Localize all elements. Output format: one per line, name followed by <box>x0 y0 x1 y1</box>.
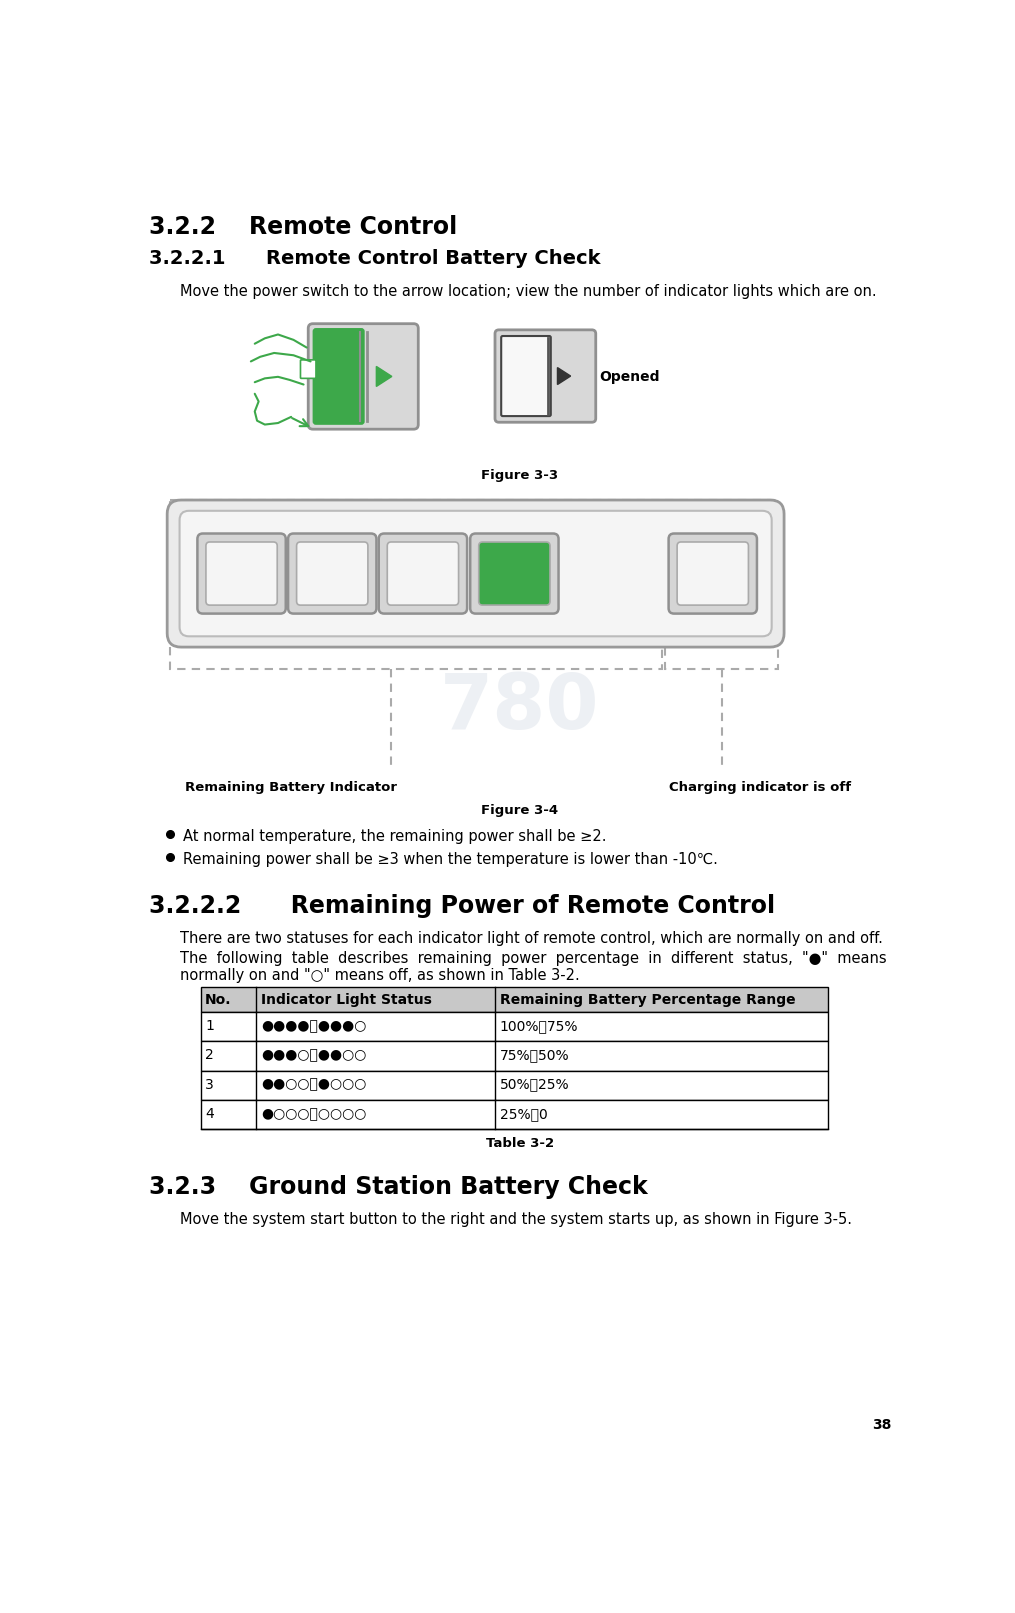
Bar <box>201 1071 828 1100</box>
Text: Figure 3-3: Figure 3-3 <box>481 469 558 482</box>
FancyBboxPatch shape <box>677 542 748 605</box>
Bar <box>201 1100 828 1129</box>
Text: Table 3-2: Table 3-2 <box>486 1137 554 1150</box>
Text: 3.2.3    Ground Station Battery Check: 3.2.3 Ground Station Battery Check <box>148 1176 648 1200</box>
Text: Opened: Opened <box>600 369 660 384</box>
Text: Figure 3-4: Figure 3-4 <box>481 805 558 818</box>
Polygon shape <box>557 368 570 384</box>
Bar <box>201 1042 828 1071</box>
Text: 1: 1 <box>205 1019 214 1032</box>
Text: 780: 780 <box>441 671 600 745</box>
Text: ●○○○～○○○○: ●○○○～○○○○ <box>261 1107 366 1121</box>
FancyBboxPatch shape <box>314 329 363 424</box>
Text: Remaining power shall be ≥3 when the temperature is lower than -10℃.: Remaining power shall be ≥3 when the tem… <box>184 852 719 866</box>
Text: Charging indicator is off: Charging indicator is off <box>669 781 852 794</box>
FancyBboxPatch shape <box>309 324 418 429</box>
FancyBboxPatch shape <box>470 534 558 613</box>
Text: Remaining Battery Percentage Range: Remaining Battery Percentage Range <box>499 994 796 1007</box>
Text: 75%～50%: 75%～50% <box>499 1048 569 1063</box>
Bar <box>170 500 662 669</box>
Text: 3: 3 <box>205 1077 214 1092</box>
FancyBboxPatch shape <box>167 500 784 647</box>
FancyBboxPatch shape <box>288 534 377 613</box>
FancyBboxPatch shape <box>388 542 459 605</box>
FancyBboxPatch shape <box>206 542 277 605</box>
Text: There are two statuses for each indicator light of remote control, which are nor: There are two statuses for each indicato… <box>180 931 882 947</box>
Text: 2: 2 <box>205 1048 214 1063</box>
FancyBboxPatch shape <box>669 534 757 613</box>
Text: ●●○○～●○○○: ●●○○～●○○○ <box>261 1077 366 1092</box>
FancyBboxPatch shape <box>495 329 596 423</box>
FancyArrowPatch shape <box>292 418 309 426</box>
Text: ●●●○～●●○○: ●●●○～●●○○ <box>261 1048 366 1063</box>
Bar <box>201 1011 828 1042</box>
FancyBboxPatch shape <box>296 542 367 605</box>
FancyBboxPatch shape <box>379 534 467 613</box>
Polygon shape <box>377 366 392 387</box>
FancyBboxPatch shape <box>479 542 550 605</box>
Text: Move the system start button to the right and the system starts up, as shown in : Move the system start button to the righ… <box>180 1213 852 1227</box>
Text: Move the power switch to the arrow location; view the number of indicator lights: Move the power switch to the arrow locat… <box>180 284 876 300</box>
Text: normally on and "○" means off, as shown in Table 3-2.: normally on and "○" means off, as shown … <box>180 968 580 984</box>
Text: The  following  table  describes  remaining  power  percentage  in  different  s: The following table describes remaining … <box>180 952 886 966</box>
Text: 25%～0: 25%～0 <box>499 1107 547 1121</box>
Bar <box>666 500 777 669</box>
Text: ●●●●～●●●○: ●●●●～●●●○ <box>261 1019 366 1032</box>
Text: At normal temperature, the remaining power shall be ≥2.: At normal temperature, the remaining pow… <box>184 829 607 844</box>
Bar <box>201 987 828 1011</box>
Text: 38: 38 <box>873 1418 892 1432</box>
FancyBboxPatch shape <box>180 511 771 636</box>
Text: No.: No. <box>205 994 231 1007</box>
Text: Indicator Light Status: Indicator Light Status <box>261 994 431 1007</box>
Text: 100%～75%: 100%～75% <box>499 1019 579 1032</box>
Text: Remaining Battery Indicator: Remaining Battery Indicator <box>185 781 397 794</box>
FancyBboxPatch shape <box>197 534 286 613</box>
Text: 4: 4 <box>205 1107 214 1121</box>
Text: 3.2.2    Remote Control: 3.2.2 Remote Control <box>148 215 457 239</box>
Text: 3.2.2.1      Remote Control Battery Check: 3.2.2.1 Remote Control Battery Check <box>148 248 600 268</box>
FancyBboxPatch shape <box>300 360 316 379</box>
FancyBboxPatch shape <box>501 336 551 416</box>
Text: 50%～25%: 50%～25% <box>499 1077 569 1092</box>
Text: 3.2.2.2      Remaining Power of Remote Control: 3.2.2.2 Remaining Power of Remote Contro… <box>148 894 774 918</box>
